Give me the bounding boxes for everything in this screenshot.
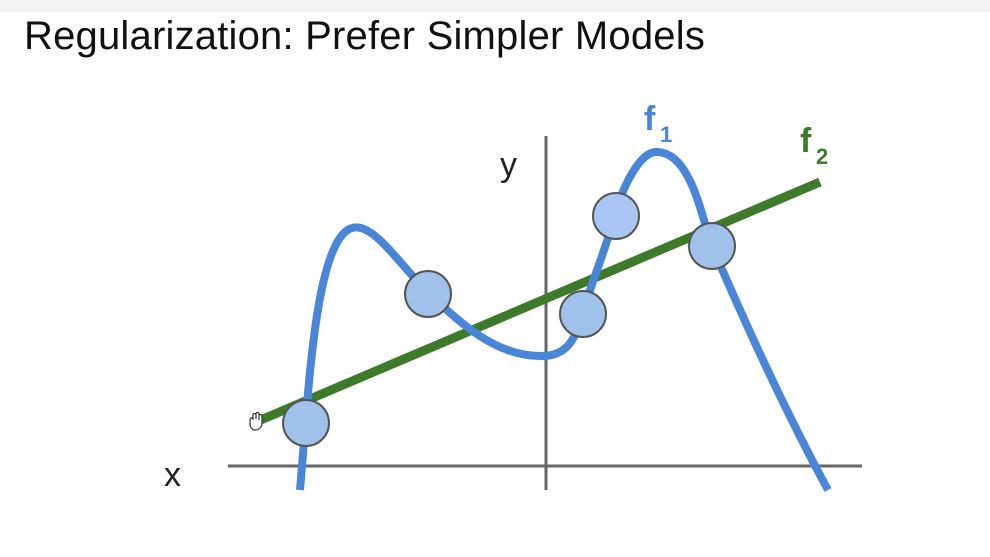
data-point [283,400,329,446]
f2-label: f 2 [800,122,828,169]
data-point-highlight [593,193,639,239]
f2-label-subscript: 2 [816,144,828,169]
data-point [560,291,606,337]
data-point [689,223,735,269]
y-axis-label: y [500,146,517,184]
f2-label-letter: f [800,122,812,160]
f1-label-subscript: 1 [660,122,672,147]
f1-label: f 1 [644,100,672,147]
f1-label-letter: f [644,100,656,138]
data-point [405,271,451,317]
hand-cursor-icon [250,413,262,431]
x-axis-label: x [164,456,181,494]
